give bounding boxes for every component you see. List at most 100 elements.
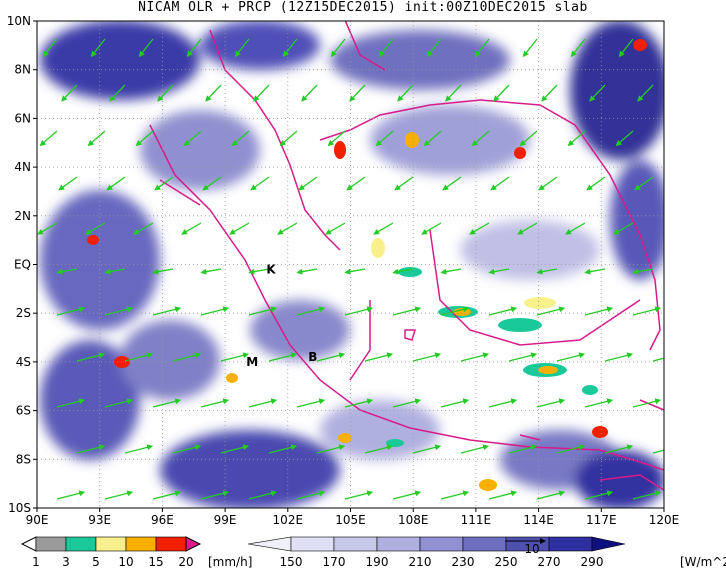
lat-tick-label: 10S (8, 501, 31, 515)
wind-arrow (296, 398, 326, 408)
wind-arrow (248, 268, 270, 275)
precip-cbar-swatch (95, 536, 127, 552)
wind-arrow (474, 38, 490, 58)
wind-arrow (460, 352, 490, 362)
precip-cbar-cap (20, 536, 37, 552)
wind-arrow (412, 444, 442, 454)
wind-arrow (316, 444, 346, 454)
lat-tick-label: 6S (16, 404, 31, 418)
lon-tick-label: 105E (335, 513, 366, 527)
wind-arrow (445, 84, 462, 102)
olr-cbar-swatch (591, 536, 626, 552)
wind-arrow (493, 84, 510, 102)
wind-arrow (519, 130, 538, 147)
wind-arrow (536, 268, 558, 275)
wind-arrow (56, 490, 86, 500)
precip-cbar-swatch (185, 536, 202, 552)
coastlines (149, 21, 664, 491)
lat-tick-label: 4S (16, 355, 31, 369)
wind-arrow (76, 444, 106, 454)
wind-arrow (517, 222, 538, 235)
marker-label: K (266, 262, 276, 276)
wind-arrow (104, 306, 134, 316)
olr-shading (40, 21, 664, 508)
wind-arrow (220, 352, 250, 362)
wind-arrow (584, 306, 614, 316)
wind-arrow (344, 490, 374, 500)
wind-arrow (632, 398, 662, 408)
olr-unit-label: [W/m^2] (680, 555, 726, 569)
wind-arrow (104, 268, 126, 275)
wind-arrow (392, 306, 422, 316)
wind-arrow (615, 130, 634, 147)
wind-arrow (104, 490, 134, 500)
precip-cbar-label: 10 (118, 555, 133, 569)
wind-arrow (541, 84, 558, 102)
lon-tick-label: 111E (461, 513, 492, 527)
city-markers: K M B (246, 262, 317, 369)
wind-arrow (56, 268, 78, 275)
precip-cbar-swatch (35, 536, 67, 552)
wind-arrow (56, 306, 86, 316)
precip-cbar-label: 15 (148, 555, 163, 569)
wind-arrow (104, 398, 134, 408)
precip-colorbar: 1 3 5 10 15 20 [mm/h] (20, 536, 252, 569)
wind-arrow (327, 130, 346, 147)
wind-arrow (316, 352, 346, 362)
wind-arrow (172, 352, 202, 362)
lat-tick-label: 8N (14, 63, 31, 77)
lat-tick-label: 4N (14, 160, 31, 174)
wind-arrow (460, 444, 490, 454)
wind-arrow (634, 176, 654, 191)
wind-arrow (172, 444, 202, 454)
wind-arrow (392, 398, 422, 408)
wind-arrow (186, 38, 202, 58)
wind-arrow (124, 352, 154, 362)
wind-arrow (248, 398, 278, 408)
wind-arrow (440, 306, 470, 316)
wind-arrow (253, 84, 270, 102)
wind-arrow (325, 222, 346, 235)
wind-arrow (426, 38, 442, 58)
wind-arrow (440, 398, 470, 408)
wind-arrow (488, 268, 510, 275)
wind-arrow (556, 352, 586, 362)
wind-arrow (364, 444, 394, 454)
wind-arrow (202, 176, 222, 191)
wind-arrow (296, 268, 318, 275)
wind-arrow (440, 268, 462, 275)
wind-arrow (200, 398, 230, 408)
wind-arrow (37, 222, 58, 235)
wind-arrow (109, 84, 126, 102)
olr-cbar-swatch (247, 536, 292, 552)
wind-arrow (397, 84, 414, 102)
olr-cbar-swatch (290, 536, 335, 552)
wind-arrow (589, 84, 606, 102)
wind-arrow (392, 490, 422, 500)
wind-arrow (344, 268, 366, 275)
wind-arrow (200, 268, 222, 275)
wind-arrow (584, 268, 606, 275)
wind-arrow (152, 268, 174, 275)
wind-arrow (536, 306, 566, 316)
wind-arrow (200, 490, 230, 500)
olr-cbar-label: 190 (366, 555, 389, 569)
wind-arrow (618, 38, 634, 58)
wind-arrow (205, 84, 222, 102)
olr-cbar-swatch (419, 536, 464, 552)
lon-tick-label: 93E (88, 513, 111, 527)
precip-cbar-label: 3 (62, 555, 70, 569)
wind-arrow (488, 306, 518, 316)
lat-tick-label: 6N (14, 111, 31, 125)
wind-arrow (58, 176, 78, 191)
wind-arrow (604, 444, 634, 454)
olr-cbar-swatch (376, 536, 421, 552)
wind-arrow (586, 176, 606, 191)
wind-arrow (301, 84, 318, 102)
olr-cbar-label: 230 (452, 555, 475, 569)
wind-arrow (248, 490, 278, 500)
olr-cbar-label: 270 (538, 555, 561, 569)
wind-arrow (250, 176, 270, 191)
wind-arrow (135, 130, 154, 147)
